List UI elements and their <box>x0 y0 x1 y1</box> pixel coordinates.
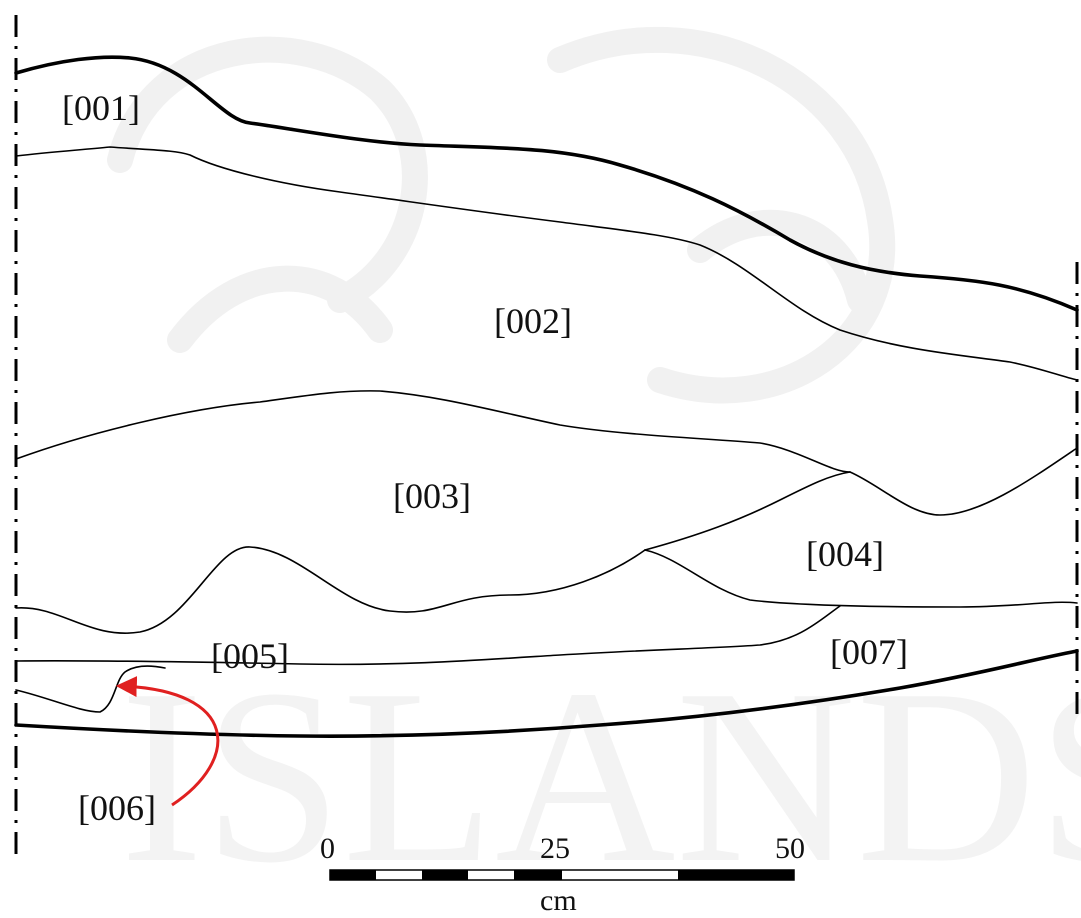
scale-bar: 0 25 50 cm <box>320 832 805 917</box>
layer-labels: [001] [002] [003] [004] [005] [007] [006… <box>62 88 908 828</box>
boundary-003-005 <box>15 546 646 634</box>
base-line <box>14 649 1079 738</box>
boundary-005-007 <box>15 605 841 666</box>
layer-label-003: [003] <box>393 476 471 516</box>
layer-label-002: [002] <box>494 301 572 341</box>
watermark: ISLANDS <box>107 26 1081 915</box>
layer-label-005: [005] <box>211 636 289 676</box>
layer-label-006: [006] <box>78 788 156 828</box>
scale-tick-50: 50 <box>775 832 805 865</box>
layer-label-004: [004] <box>806 534 884 574</box>
boundary-001-002 <box>15 146 1078 381</box>
scale-unit: cm <box>540 884 577 917</box>
boundary-002-003 <box>15 390 851 473</box>
layer-006-cut <box>15 665 166 713</box>
layer-label-001: [001] <box>62 88 140 128</box>
scale-segment <box>514 870 562 880</box>
boundary-003-004-diagonal <box>644 471 851 551</box>
scale-segment <box>330 870 376 880</box>
scale-tick-25: 25 <box>540 832 570 865</box>
ground-surface-line <box>14 55 1079 312</box>
layer-boundaries <box>14 55 1079 738</box>
boundary-004-007 <box>644 549 1078 608</box>
boundary-003-004-right <box>849 447 1078 516</box>
scale-tick-0: 0 <box>320 832 335 865</box>
layer-006-pointer-arrow <box>115 676 220 807</box>
scale-segment <box>422 870 468 880</box>
layer-label-007: [007] <box>830 632 908 672</box>
scale-segment <box>678 870 794 880</box>
